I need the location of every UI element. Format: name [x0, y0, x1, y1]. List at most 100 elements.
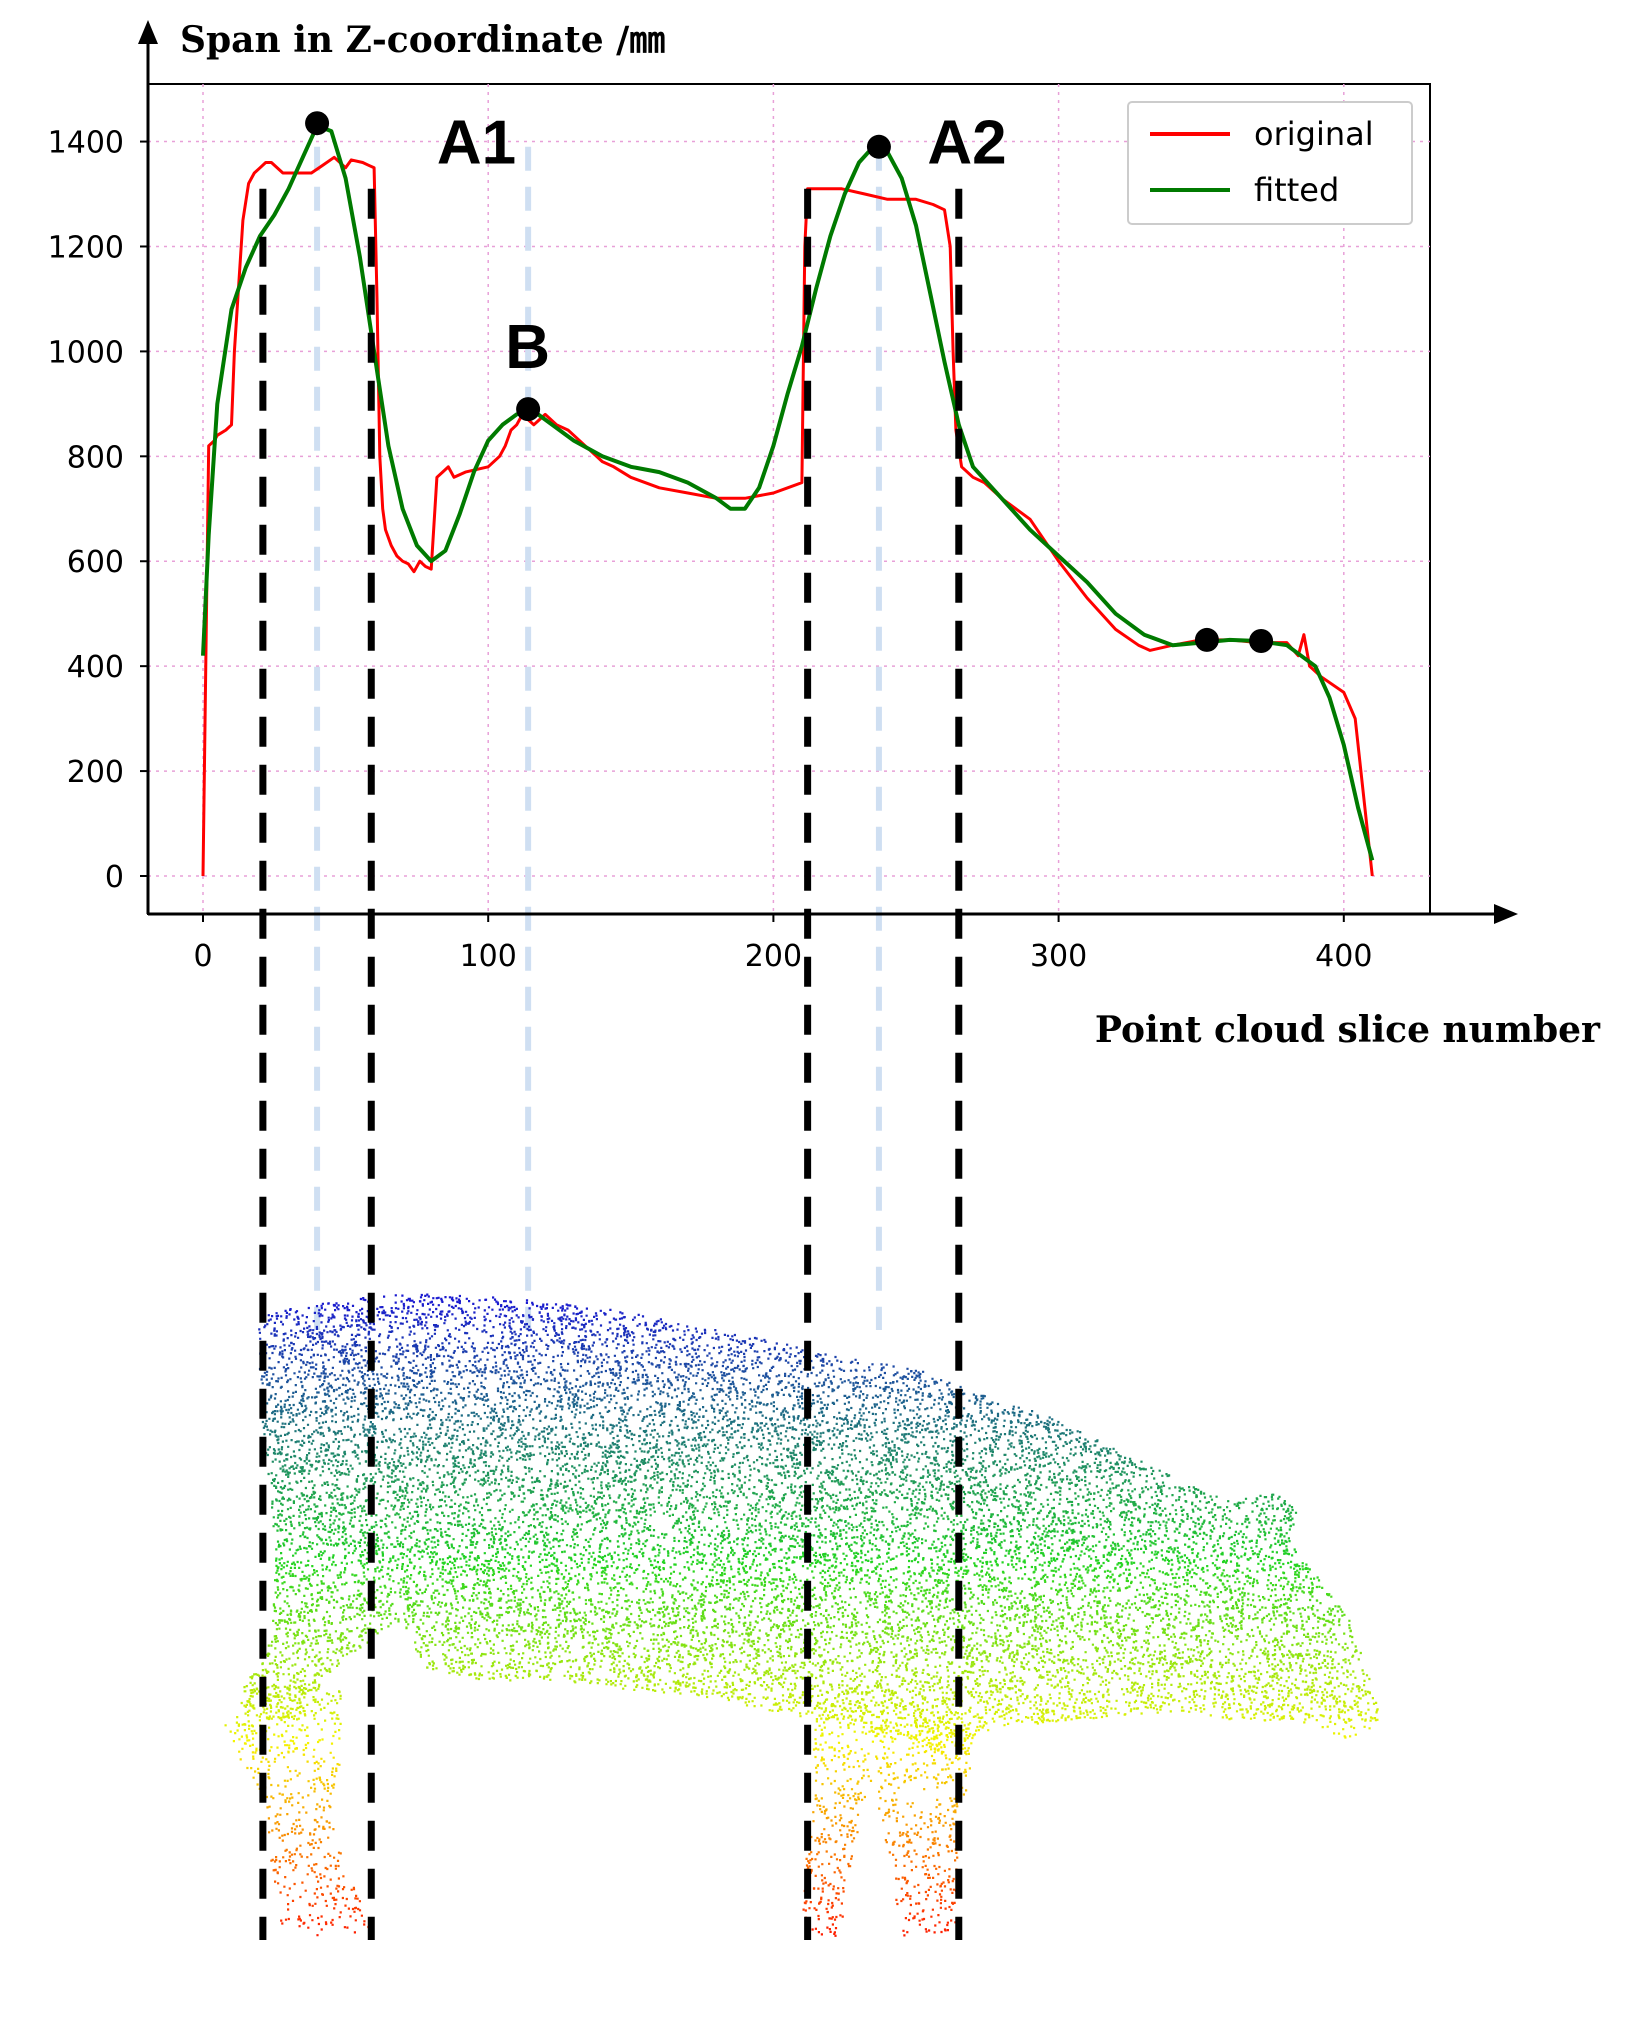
cloud-points-band-466	[268, 1697, 1338, 1700]
cloud-points-band-763	[281, 1834, 960, 1838]
cloud-points-band-149	[293, 1563, 1308, 1566]
cloud-points-band-213	[278, 1542, 1233, 1546]
y-tick-label-3: 600	[67, 545, 124, 580]
cloud-points-band-226	[320, 1580, 1297, 1584]
cloud-points-band-846	[948, 1905, 951, 1909]
cloud-points-band-29	[273, 1321, 668, 1326]
cloud-points-band-414	[290, 1465, 1138, 1469]
cloud-points-band-718	[285, 1848, 916, 1852]
cloud-points-band-505	[318, 1309, 602, 1312]
chart-area: A1 B A2 0 200 400 600 800 1000 1200 1400 0 100 200 3…	[48, 19, 1601, 1330]
cloud-points-band-191	[291, 1418, 1054, 1421]
cloud-points-band-745	[313, 1790, 881, 1793]
cloud-points-band-299	[334, 1629, 1352, 1633]
peak-marker-3	[1194, 627, 1219, 652]
cloud-points-band-246	[274, 1621, 1333, 1625]
cloud-points-band-450	[689, 1515, 1215, 1519]
cloud-points-band-245	[309, 1463, 1134, 1467]
cloud-points-band-771	[306, 1873, 940, 1876]
cloud-points-band-249	[265, 1419, 1049, 1423]
cloud-points-band-457	[284, 1464, 1129, 1468]
cloud-points-band-50	[261, 1374, 919, 1378]
cloud-points-band-724	[314, 1901, 955, 1905]
cloud-points-band-199	[284, 1620, 1320, 1624]
cloud-points-band-71	[288, 1514, 1292, 1519]
cloud-points-band-74	[279, 1651, 1362, 1655]
y-axis-arrow-icon	[138, 20, 158, 44]
cloud-points-band-4	[298, 1589, 1314, 1593]
cloud-points-band-614	[238, 1737, 936, 1741]
cloud-points-band-833	[816, 1764, 929, 1767]
cloud-points-band-342	[245, 1733, 1357, 1737]
cloud-points-band-651	[289, 1797, 956, 1801]
cloud-points-band-829	[908, 1912, 919, 1915]
cloud-points-band-425	[295, 1466, 1153, 1470]
cloud-points-band-407	[267, 1319, 660, 1323]
cloud-points-band-517	[302, 1362, 859, 1365]
peak-marker-0	[305, 111, 330, 136]
cloud-points-band-112	[281, 1469, 1155, 1474]
cloud-points-band-136	[288, 1572, 1217, 1576]
cloud-points-band-304	[249, 1689, 1254, 1692]
cloud-points-band-415	[312, 1490, 1203, 1493]
cloud-points-band-144	[269, 1429, 1079, 1433]
cloud-points-band-126	[253, 1682, 1343, 1686]
cloud-points-band-478	[268, 1345, 798, 1349]
cloud-points-band-564	[261, 1420, 1043, 1424]
cloud-points-band-107	[253, 1672, 1365, 1676]
cloud-points-band-54	[279, 1544, 1288, 1548]
cloud-points-band-491	[251, 1732, 1341, 1735]
cloud-points-band-371	[260, 1351, 666, 1354]
cloud-points-band-818	[817, 1840, 956, 1843]
cloud-points-band-563	[284, 1399, 971, 1403]
cloud-points-band-652	[307, 1841, 937, 1845]
cloud-points-band-190	[267, 1644, 1302, 1648]
cloud-points-band-280	[243, 1689, 1370, 1693]
cloud-points-band-413	[258, 1714, 1332, 1718]
cloud-points-band-611	[626, 1424, 1034, 1428]
cloud-points-band-734	[328, 1804, 959, 1808]
cloud-points-band-125	[300, 1600, 1238, 1604]
cloud-points-band-757	[246, 1766, 972, 1770]
cloud-points-band-103	[359, 1293, 529, 1303]
cloud-points-band-132	[344, 1402, 989, 1405]
cloud-points-band-2	[287, 1645, 1357, 1649]
cloud-points-band-168	[276, 1586, 1324, 1590]
cloud-points-band-606	[246, 1710, 1263, 1714]
peak-marker-4	[1249, 628, 1274, 653]
cloud-points-band-222	[298, 1456, 1127, 1460]
cloud-points-band-428	[275, 1571, 1301, 1575]
cloud-points-band-166	[309, 1583, 1277, 1587]
peak-annotations: A1 B A2	[437, 109, 1007, 383]
cloud-points-band-372	[271, 1640, 1324, 1644]
y-tick-labels: 0 200 400 600 800 1000 1200 1400	[48, 126, 148, 895]
cloud-points-band-234	[268, 1366, 909, 1370]
cloud-points-band-22	[313, 1396, 985, 1400]
cloud-points-band-809	[823, 1811, 889, 1815]
cloud-points-band-525	[357, 1457, 1042, 1460]
cloud-points-band-472	[285, 1632, 1346, 1636]
cloud-points-band-182	[273, 1347, 807, 1351]
cloud-points-band-319	[275, 1380, 927, 1383]
cloud-points-band-53	[328, 1458, 1109, 1462]
cloud-points-band-97	[280, 1563, 1299, 1567]
cloud-points-band-244	[284, 1369, 917, 1373]
cloud-points-band-379	[282, 1642, 1347, 1646]
cloud-points-band-752	[320, 1816, 940, 1820]
cloud-points-band-39	[275, 1627, 1332, 1631]
cloud-points-band-231	[275, 1579, 1321, 1582]
cloud-points-band-710	[275, 1855, 959, 1859]
cloud-points-band-545	[289, 1307, 543, 1311]
cloud-points-band-803	[324, 1921, 957, 1924]
cloud-points-band-675	[299, 1824, 945, 1828]
cloud-points-band-601	[295, 1423, 1059, 1426]
cloud-points-band-366	[249, 1744, 957, 1748]
cloud-points-band-420	[315, 1416, 990, 1420]
cloud-points-band-241	[301, 1330, 657, 1334]
cloud-points-band-120	[290, 1610, 1344, 1614]
cloud-points-band-384	[273, 1412, 1033, 1416]
cloud-points-band-520	[273, 1334, 730, 1338]
cloud-points-band-49	[245, 1703, 1357, 1707]
cloud-points-band-324	[314, 1387, 951, 1391]
cloud-points-band-679	[315, 1875, 951, 1878]
